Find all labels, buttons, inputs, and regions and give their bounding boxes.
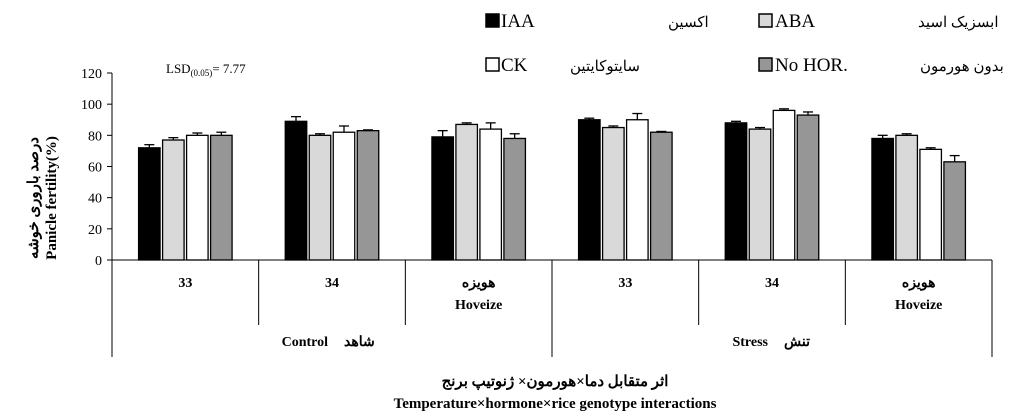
category-label: 34	[765, 276, 779, 291]
legend-label-aba-fa: ابسزیک اسید	[918, 15, 999, 31]
y-axis-title-fa: درصد باروری خوشه	[26, 137, 42, 259]
group-label-fa: تنش	[784, 335, 810, 350]
bar-aba-4	[601, 126, 625, 261]
y-tick-label: 40	[88, 192, 102, 207]
bar-aba-3	[455, 123, 479, 261]
y-axis-title-en: Panicle fertility(%)	[44, 136, 60, 260]
y-tick-label: 60	[88, 161, 102, 176]
legend-label-ck-fa: سایتوکایتین	[570, 59, 640, 75]
category-label: هویزه	[462, 276, 496, 291]
legend-label-aba: ABA	[775, 11, 815, 32]
legend-item-ck: CK سایتوکایتین	[485, 55, 640, 76]
legend-item-aba: ABA ابسزیک اسید	[758, 11, 999, 32]
x-axis-title-en: Temperature×hormone×rice genotype intera…	[394, 396, 717, 412]
group-label-en: Stress	[732, 335, 768, 350]
bar-nohor-5	[796, 114, 820, 261]
bar-ck-3	[479, 128, 503, 261]
bar-nohor-3	[503, 137, 527, 261]
bar-aba-1	[161, 139, 185, 261]
category-sublabel: Hoveize	[455, 298, 502, 313]
group-label-en: Control	[282, 335, 329, 350]
y-tick-label: 20	[88, 223, 102, 238]
bar-nohor-4	[649, 131, 673, 261]
bar-iaa-5	[724, 122, 748, 261]
bar-iaa-1	[137, 147, 161, 261]
legend-label-iaa-fa: اکسین	[668, 15, 709, 31]
bar-nohor-2	[356, 130, 380, 261]
category-label: 33	[618, 276, 632, 291]
bar-nohor-6	[943, 161, 967, 261]
y-tick-label: 80	[88, 129, 102, 144]
bar-iaa-4	[577, 119, 601, 261]
bar-iaa-6	[871, 137, 895, 261]
bar-ck-5	[772, 109, 796, 261]
lsd-annotation: LSD(0.05)= 7.77	[166, 61, 246, 78]
plot-area: 0 20 40 60 80 100 120 33 34 هویزه Hoveize 33 34 هویزه…	[81, 67, 993, 357]
category-label: 34	[325, 276, 339, 291]
legend-label-ck: CK	[501, 55, 528, 76]
bar-aba-5	[748, 128, 772, 261]
category-label: 33	[178, 276, 192, 291]
legend-swatch-ck	[485, 57, 500, 72]
bar-iaa-3	[431, 136, 455, 261]
legend-swatch-aba	[758, 13, 773, 28]
legend-item-iaa: IAA اکسین	[485, 11, 709, 32]
category-sublabel: Hoveize	[895, 298, 942, 313]
legend-label-nohor-fa: بدون هورمون	[920, 59, 1004, 75]
bar-nohor-1	[209, 134, 233, 261]
bar-ck-4	[625, 119, 649, 261]
group-label-fa: شاهد	[344, 335, 375, 350]
bar-iaa-2	[284, 120, 308, 261]
bar-ck-6	[919, 148, 943, 261]
y-tick-label: 100	[81, 98, 102, 113]
bar-ck-2	[332, 131, 356, 261]
legend-swatch-nohor	[758, 57, 773, 72]
bar-ck-1	[185, 134, 209, 261]
y-axis-title: درصد باروری خوشه Panicle fertility(%)	[26, 136, 60, 260]
legend-label-nohor: No HOR.	[775, 55, 848, 76]
y-tick-label: 120	[81, 67, 102, 82]
legend-swatch-iaa	[485, 13, 500, 28]
bar-aba-6	[895, 134, 919, 261]
y-tick-label: 0	[95, 254, 102, 269]
legend-item-nohor: No HOR. بدون هورمون	[758, 55, 1004, 76]
x-axis-title-fa: اثر متقابل دما×هورمون× ژنوتیپ برنج	[442, 374, 669, 391]
legend: IAA اکسین ABA ابسزیک اسید CK سایتوکایتین…	[485, 11, 1004, 76]
bar-aba-2	[308, 134, 332, 261]
legend-label-iaa: IAA	[501, 11, 535, 32]
category-label: هویزه	[902, 276, 936, 291]
